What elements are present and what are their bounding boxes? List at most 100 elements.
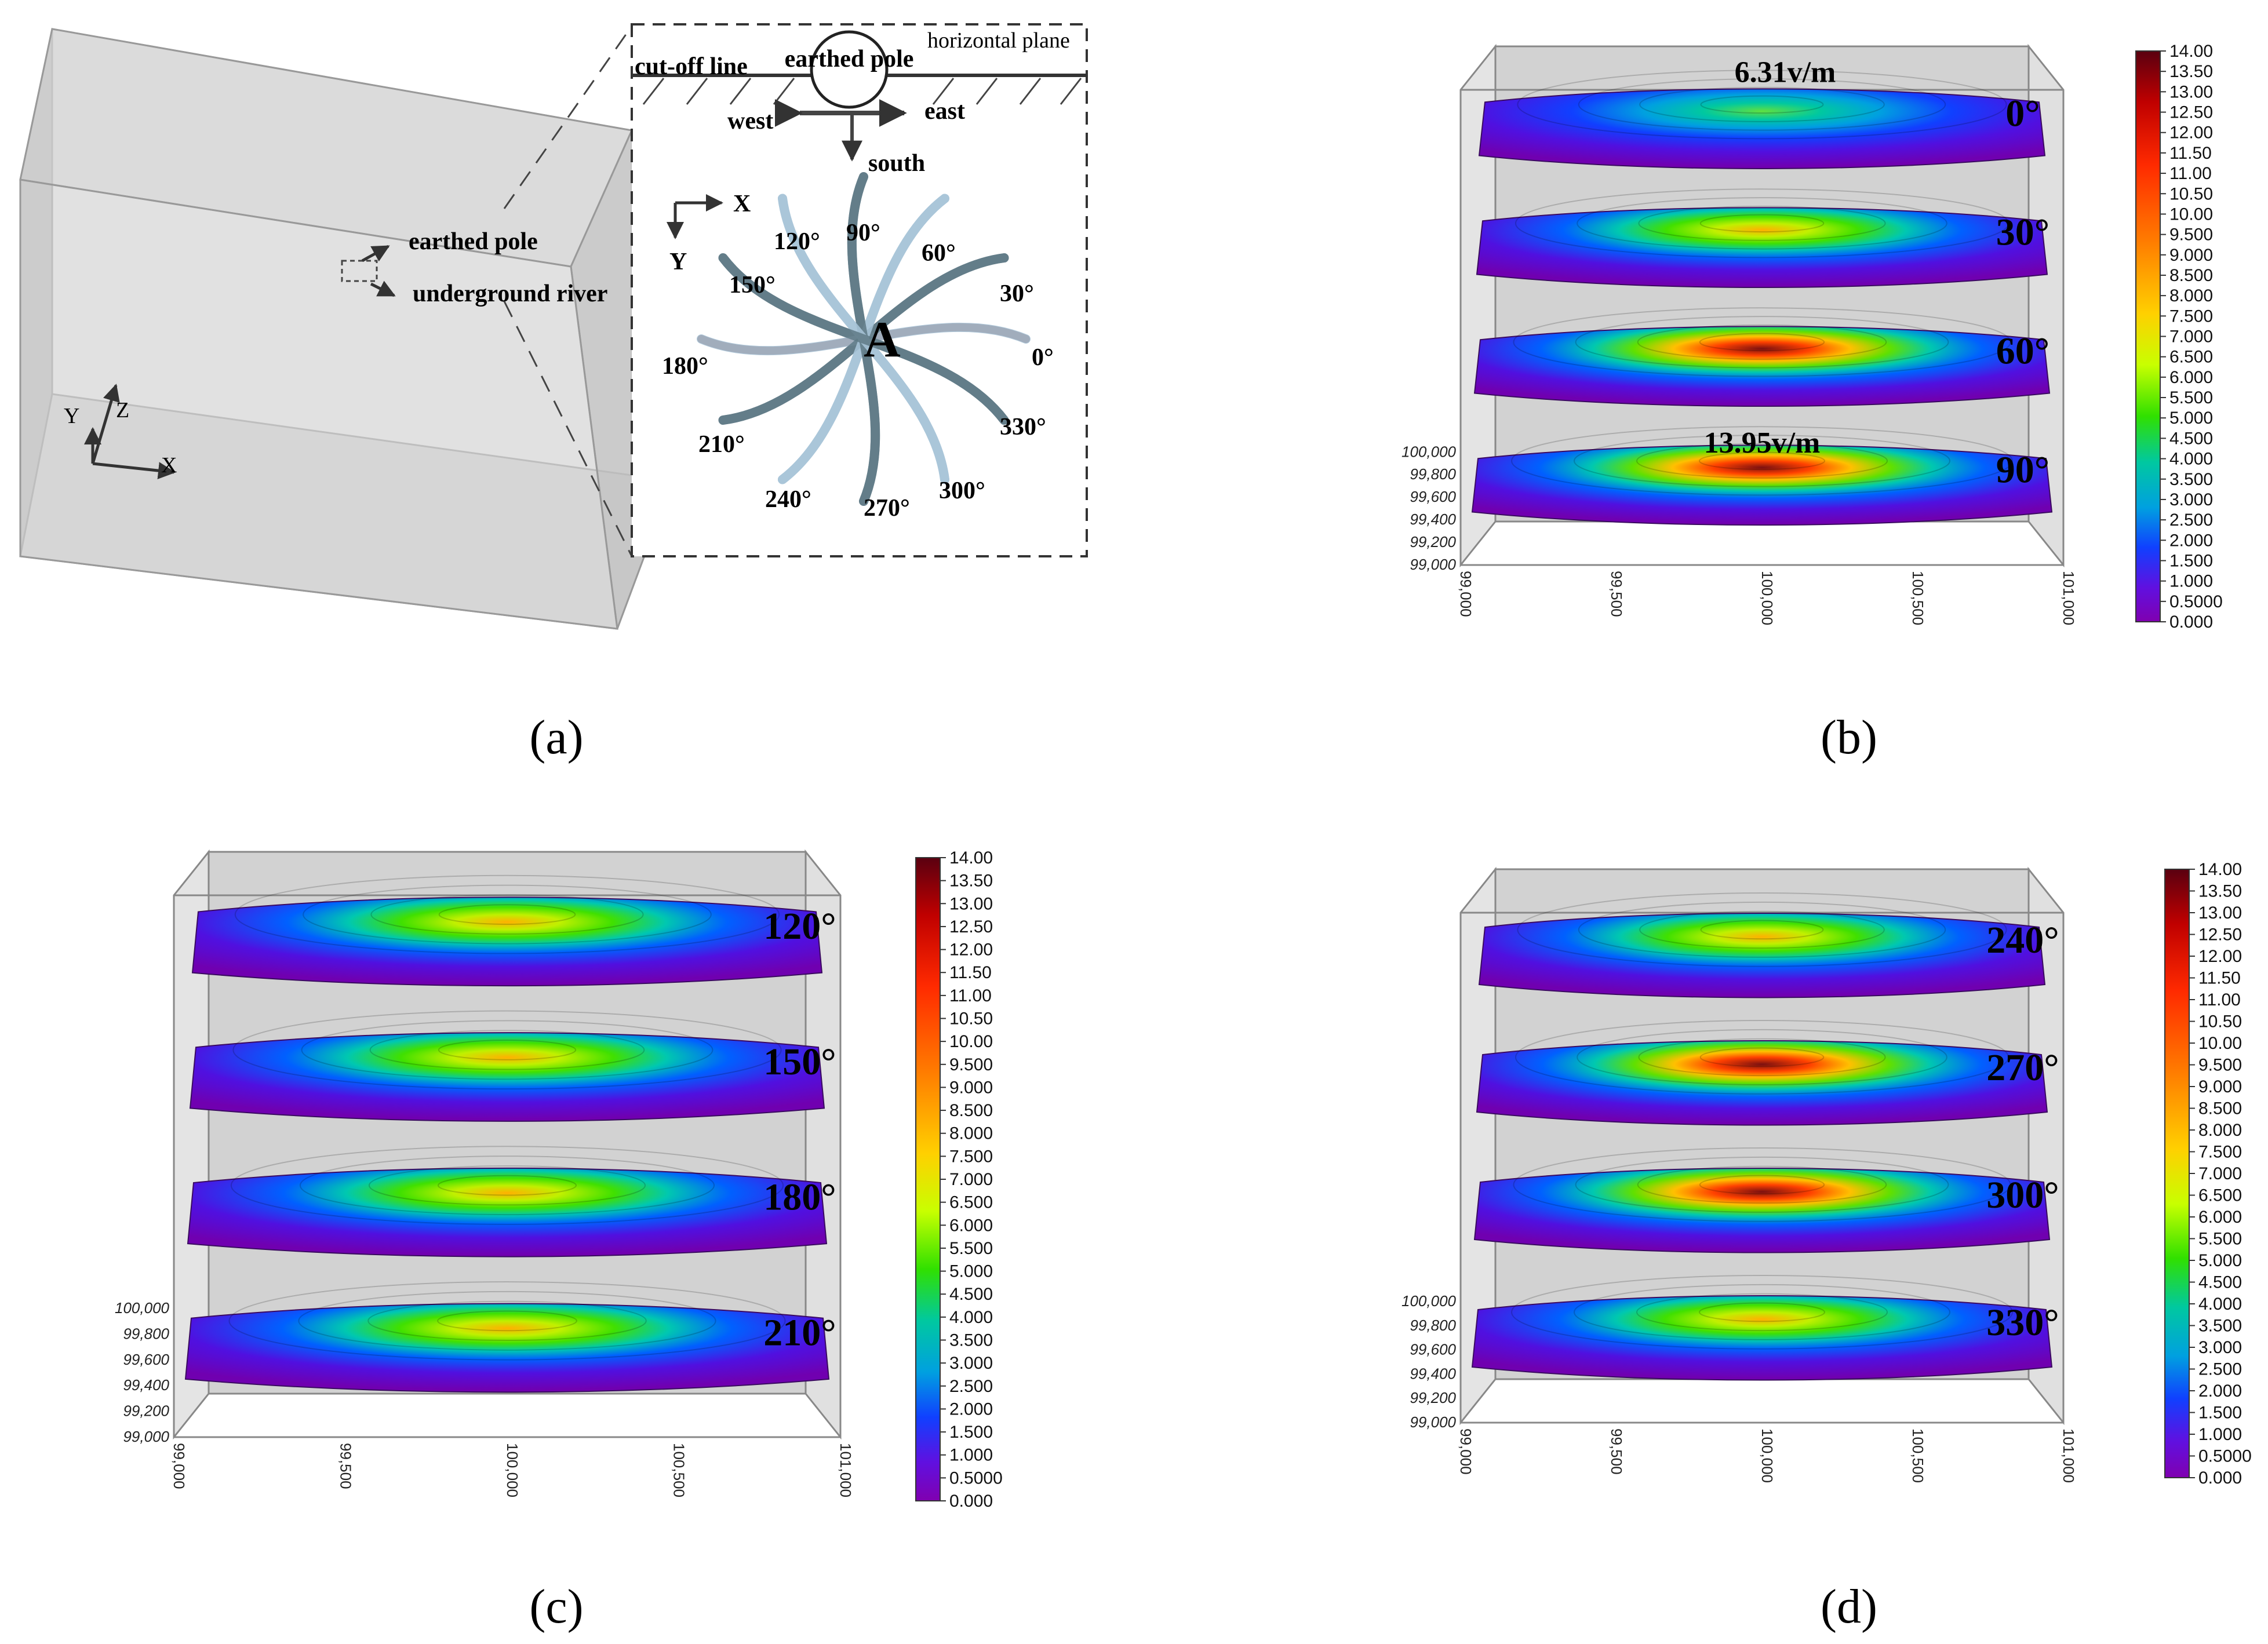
axis-label-z: Z	[116, 398, 129, 422]
colorbar-tick-label: 9.000	[2198, 1077, 2242, 1096]
angle-label: 0°	[1032, 344, 1054, 371]
colorbar-tick-label: 12.50	[2169, 103, 2213, 122]
colorbar-tick-label: 0.5000	[2169, 592, 2223, 611]
colorbar-tick-label: 13.00	[949, 894, 993, 913]
colorbar-tick-label: 1.000	[949, 1446, 993, 1465]
colorbar-tick-label: 2.000	[2169, 531, 2213, 550]
contour-line	[1636, 1293, 1888, 1332]
colorbar-tick-label: 11.00	[2198, 990, 2241, 1009]
colorbar-tick-label: 5.000	[2198, 1251, 2242, 1270]
contour-line	[1639, 86, 1885, 122]
colorbar-tick-label: 8.500	[2169, 266, 2213, 285]
colorbar-tick-label: 0.5000	[949, 1468, 1003, 1488]
panel-b: 0° 30° 60° 90° 6.31v/m 13.95v/m 100,000 99,800 9…	[1401, 42, 2223, 632]
contour-line	[1574, 435, 1950, 487]
colorbar-tick-label: 12.50	[949, 917, 993, 936]
layer-angle-label: 330°	[1986, 1302, 2059, 1344]
contour-line	[369, 1030, 645, 1070]
colorbar-tick-label: 4.500	[2169, 429, 2213, 448]
colorbar-tick-label: 7.500	[949, 1147, 993, 1166]
contour-line	[1699, 333, 1825, 352]
colorbar	[2135, 50, 2161, 622]
field-surface	[1471, 1295, 2053, 1381]
colorbar	[915, 857, 941, 1501]
pole-label: earthed pole	[785, 46, 914, 72]
center-label-a: A	[864, 312, 901, 368]
contour-line	[1699, 451, 1825, 471]
colorbar-tick-label: 1.000	[2169, 572, 2213, 591]
contour-line	[228, 1281, 786, 1361]
angle-label: 300°	[939, 477, 985, 504]
contour-line	[1517, 70, 2007, 140]
colorbar-tick-label: 12.00	[949, 941, 993, 960]
river-curves	[697, 172, 1031, 506]
angle-label: 30°	[1000, 280, 1034, 307]
contour-line	[1700, 920, 1824, 940]
y-tick-label: 99,000	[1410, 556, 1456, 573]
contour-line	[368, 1165, 646, 1206]
panel-c: 120° 150° 180° 210° 100,000 99,800 99,600 99,40…	[115, 848, 1003, 1511]
colorbar-tick-label: 5.000	[949, 1262, 993, 1281]
colorbar-tick-label: 6.500	[949, 1193, 993, 1212]
contour-line	[1637, 324, 1887, 360]
field-surface	[184, 1303, 830, 1393]
y-tick-label: 99,600	[1410, 488, 1456, 505]
colorbar-tick-label: 6.000	[2198, 1208, 2242, 1227]
pole-arrow	[361, 245, 390, 263]
contour-line	[1513, 307, 2011, 377]
colorbar-tick-label: 9.000	[949, 1078, 993, 1097]
contour-line	[1700, 95, 1824, 114]
colorbar-tick-label: 3.000	[2198, 1338, 2242, 1357]
contour-line	[299, 1155, 715, 1216]
field-annotation: 6.31v/m	[1735, 56, 1836, 89]
field-surface	[1473, 1168, 2051, 1253]
colorbar-tick-label: 9.500	[2169, 225, 2213, 245]
field-annotation: 13.95v/m	[1704, 427, 1821, 460]
contour-line	[1575, 1156, 1949, 1213]
cutoff-label: cut-off line	[635, 53, 748, 80]
left-wall	[1459, 43, 1497, 568]
colorbar-tick-label: 6.500	[2169, 348, 2213, 367]
colorbar-tick-label: 4.000	[2198, 1295, 2242, 1314]
colorbar-tick-label: 10.50	[2198, 1012, 2242, 1031]
angle-label: 90°	[846, 220, 880, 246]
colorbar-tick-label: 7.000	[949, 1170, 993, 1189]
colorbar-tick-label: 2.000	[2198, 1381, 2242, 1401]
layer-angle-label: 0°	[2005, 92, 2040, 134]
x-tick-label: 101,000	[837, 1443, 854, 1497]
colorbar-tick-label: 3.000	[949, 1354, 993, 1373]
contour-line	[1637, 1165, 1887, 1204]
angle-labels: 0° 30° 60° 90° 120° 150° 180° 210° 240° 270° 300° 3…	[662, 220, 1054, 522]
contour-line	[1699, 1302, 1825, 1322]
colorbar-tick-label: 9.500	[2198, 1056, 2242, 1075]
layer-angle-label: 270°	[1986, 1047, 2059, 1089]
y-tick-label: 99,200	[1410, 1389, 1456, 1406]
colorbar-tick-label: 0.5000	[2198, 1447, 2252, 1466]
angle-label: 330°	[1000, 414, 1046, 440]
river-arrow	[370, 280, 396, 297]
contour-line	[1577, 1029, 1947, 1085]
east-label: east	[924, 98, 965, 125]
box-face-front	[19, 178, 618, 630]
colorbar-tick-label: 3.500	[2169, 470, 2213, 489]
contour-line	[367, 1300, 647, 1342]
contour-line	[1574, 1284, 1950, 1340]
west-label: west	[727, 108, 773, 134]
x-tick-label: 101,000	[2060, 571, 2077, 625]
colorbar-tick-label: 8.000	[949, 1124, 993, 1143]
colorbar-tick-label: 8.500	[2198, 1099, 2242, 1118]
field-surface	[1478, 913, 2046, 998]
colorbar-tick-label: 11.00	[2169, 164, 2212, 183]
contour-line	[1699, 214, 1825, 233]
contour-line	[234, 874, 780, 954]
left-wall	[1459, 866, 1497, 1426]
caption-a: (a)	[529, 710, 583, 764]
colorbar-tick-label: 9.000	[2169, 246, 2213, 265]
colorbar-tick-label: 13.50	[2169, 62, 2213, 81]
colorbar-tick-label: 4.500	[949, 1285, 993, 1304]
y-tick-label: 100,000	[1401, 1292, 1457, 1310]
colorbar-tick-label: 4.000	[949, 1308, 993, 1327]
contour-line	[1577, 197, 1947, 250]
x-tick-label: 100,000	[504, 1443, 521, 1497]
x-tick-label: 99,500	[337, 1443, 355, 1489]
